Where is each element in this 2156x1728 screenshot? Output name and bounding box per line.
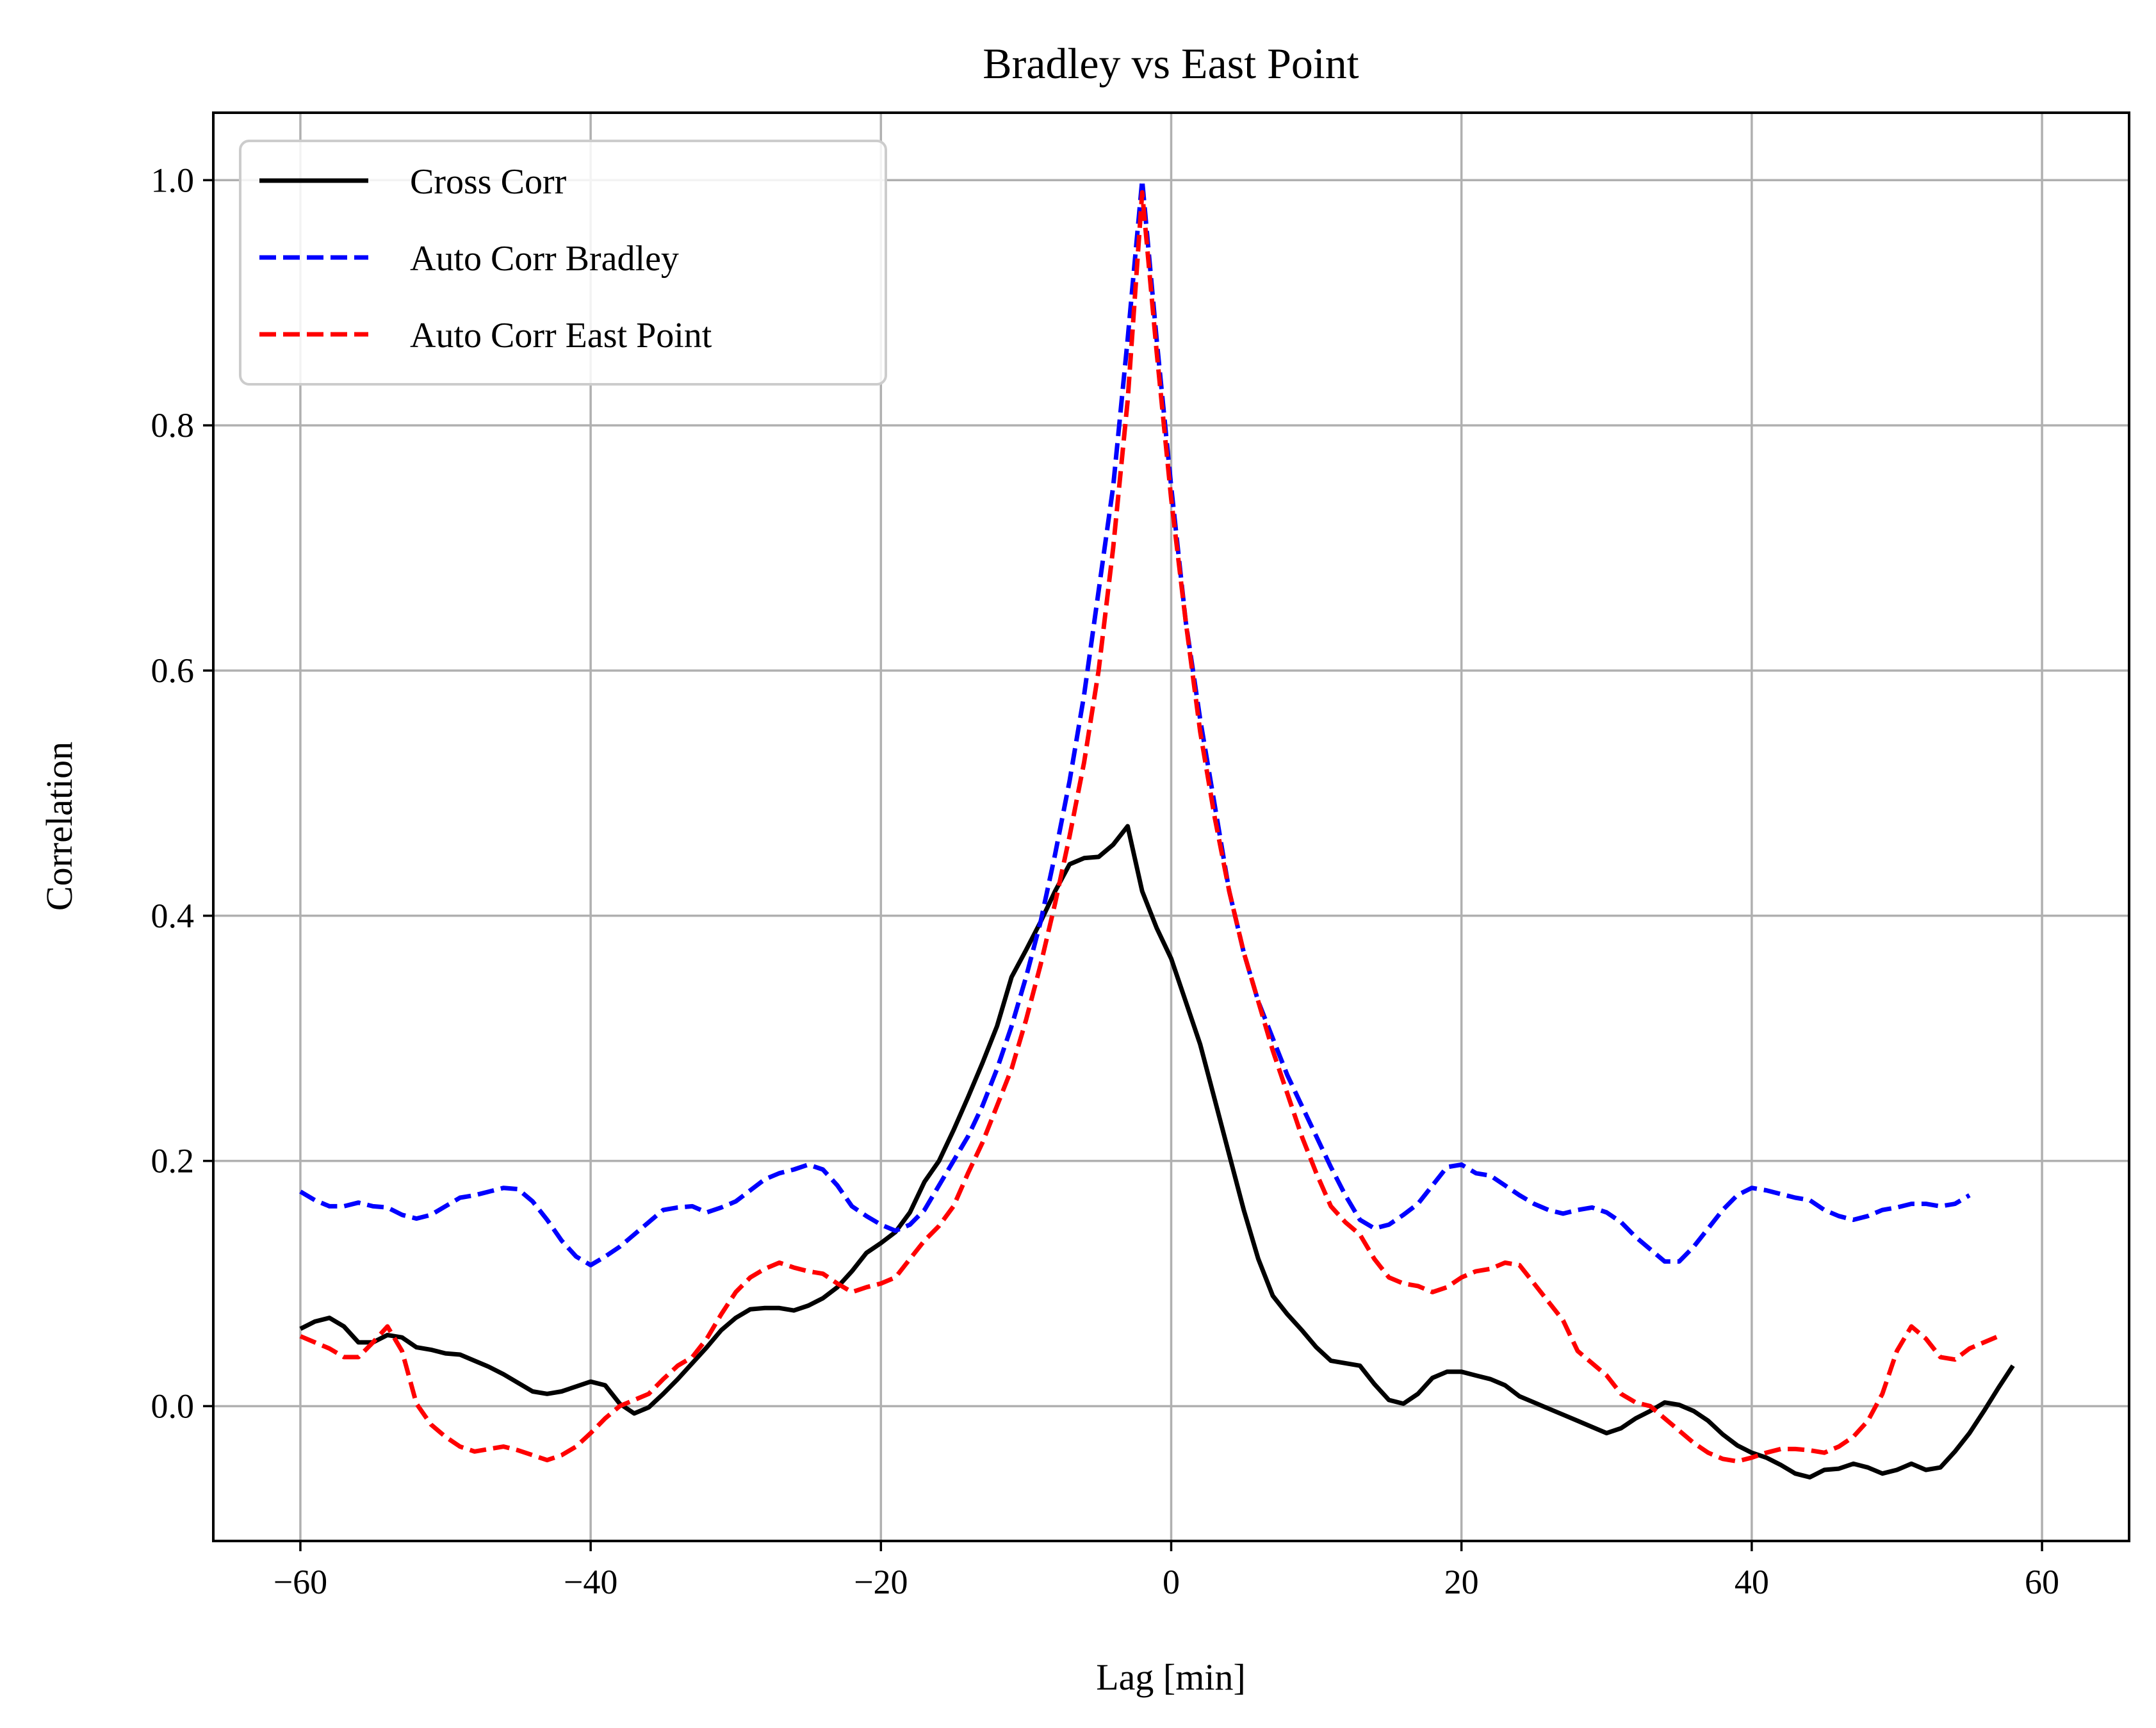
legend-label-auto-corr-bradley: Auto Corr Bradley (410, 239, 679, 279)
y-tick-label: 0.4 (151, 897, 195, 935)
legend: Cross Corr Auto Corr Bradley Auto Corr Eas… (239, 140, 887, 386)
legend-label-cross-corr: Cross Corr (410, 162, 567, 202)
x-tick-label: 60 (2025, 1563, 2059, 1601)
y-axis-label: Correlation (38, 742, 80, 911)
ticks: −60 −40 −20 0 20 40 60 0.0 0.2 0.4 0.6 0.8 1.0 (151, 161, 2060, 1601)
chart-title: Bradley vs East Point (983, 39, 1359, 88)
series-line-auto-corr-east-point (299, 190, 2000, 1464)
x-tick-label: −60 (274, 1563, 327, 1601)
x-tick-label: 20 (1444, 1563, 1479, 1601)
x-tick-label: −20 (854, 1563, 908, 1601)
series-group (299, 177, 2015, 1479)
legend-label-auto-corr-east-point: Auto Corr East Point (410, 316, 712, 355)
y-tick-label: 0.0 (151, 1387, 195, 1425)
legend-box (239, 140, 887, 386)
series-line-cross-corr (299, 824, 2015, 1479)
y-tick-label: 0.6 (151, 651, 195, 690)
y-tick-label: 0.8 (151, 406, 195, 444)
x-tick-label: 40 (1735, 1563, 1769, 1601)
x-axis-label: Lag [min] (1096, 1656, 1246, 1698)
series-line-auto-corr-bradley (299, 177, 1971, 1267)
x-tick-label: 0 (1163, 1563, 1180, 1601)
x-tick-label: −40 (564, 1563, 617, 1601)
y-tick-label: 1.0 (151, 161, 195, 199)
y-tick-label: 0.2 (151, 1142, 195, 1180)
